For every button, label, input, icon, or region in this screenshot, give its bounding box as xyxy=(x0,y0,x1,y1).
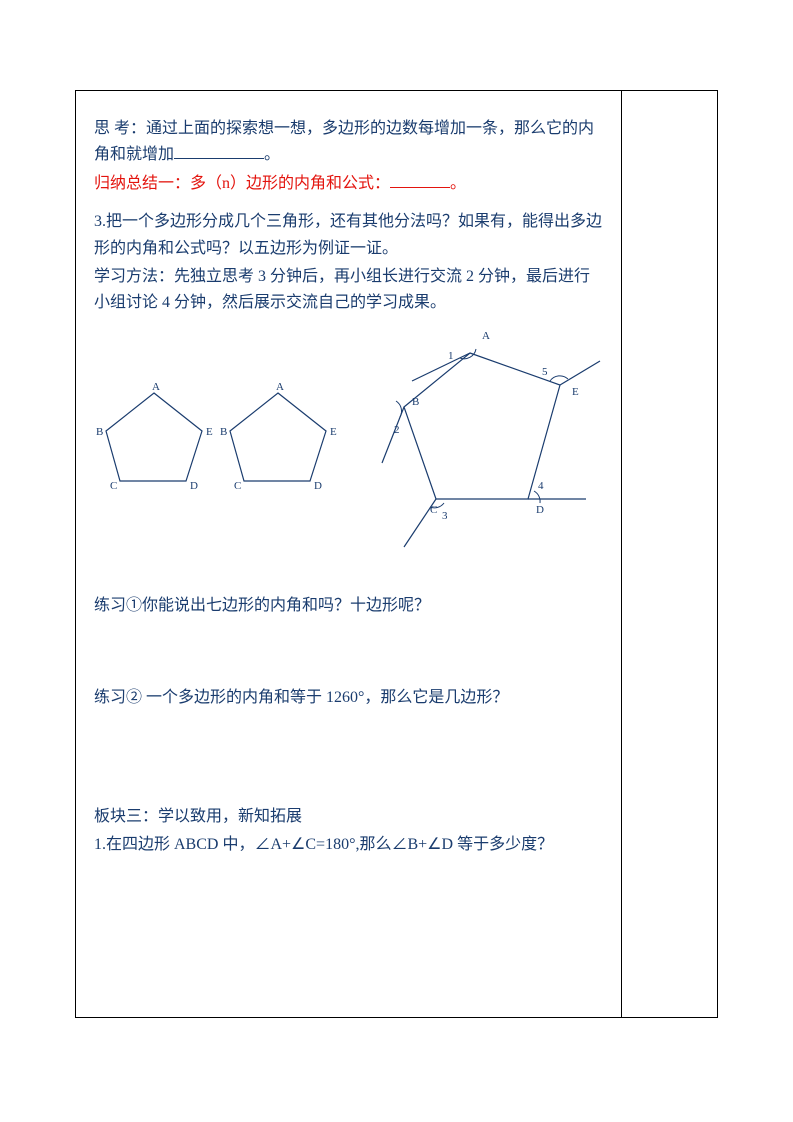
pentagon-figure-1: A E D C B xyxy=(94,383,214,493)
spacer xyxy=(94,199,603,209)
section-3-title: 板块三：学以致用，新知拓展 xyxy=(94,804,603,830)
svg-text:A: A xyxy=(276,383,284,393)
main-column: 思 考：通过上面的探索想一想，多边形的边数每增加一条，那么它的内角和就增加。 归… xyxy=(76,91,621,1017)
svg-text:5: 5 xyxy=(542,366,548,378)
svg-text:C: C xyxy=(110,480,117,492)
summary-label: 归纳总结一：多（n）边形的内角和公式： xyxy=(94,175,390,192)
figures-row: AEDCB AEDCB A1E5D4C3B2 xyxy=(94,323,603,553)
svg-text:D: D xyxy=(190,480,198,492)
think-body: 通过上面的探索想一想，多边形的边数每增加一条，那么它的内角和就增加 xyxy=(94,120,594,163)
think-paragraph: 思 考：通过上面的探索想一想，多边形的边数每增加一条，那么它的内角和就增加。 xyxy=(94,116,603,169)
svg-text:C: C xyxy=(234,480,241,492)
spacer xyxy=(94,621,603,685)
blank-1 xyxy=(174,142,264,159)
summary-line: 归纳总结一：多（n）边形的内角和公式： 。 xyxy=(94,171,603,197)
side-column xyxy=(621,91,717,1017)
exercise-1: 练习①你能说出七边形的内角和吗？十边形呢？ xyxy=(94,593,603,619)
blank-2 xyxy=(390,171,450,188)
section-3-q1: 1.在四边形 ABCD 中，∠A+∠C=180°,那么∠B+∠D 等于多少度？ xyxy=(94,832,603,858)
svg-text:B: B xyxy=(96,426,103,438)
svg-text:D: D xyxy=(314,480,322,492)
svg-text:3: 3 xyxy=(442,510,448,522)
svg-text:B: B xyxy=(220,426,227,438)
svg-text:E: E xyxy=(572,386,579,398)
svg-text:B: B xyxy=(412,396,419,408)
svg-text:C: C xyxy=(430,504,437,516)
svg-text:E: E xyxy=(206,426,213,438)
period-1: 。 xyxy=(264,146,280,163)
svg-text:D: D xyxy=(536,504,544,516)
svg-text:A: A xyxy=(482,330,490,342)
svg-text:4: 4 xyxy=(538,480,544,492)
think-label: 思 考： xyxy=(94,120,146,137)
page: 思 考：通过上面的探索想一想，多边形的边数每增加一条，那么它的内角和就增加。 归… xyxy=(0,0,793,1122)
svg-text:2: 2 xyxy=(394,424,400,436)
period-2: 。 xyxy=(450,175,466,192)
pentagon-exterior-figure: A 1 E 5 D 4 C3 B 2 xyxy=(342,323,602,553)
svg-text:E: E xyxy=(330,426,337,438)
pentagon-figure-2: A E D C B xyxy=(218,383,338,493)
content-frame: 思 考：通过上面的探索想一想，多边形的边数每增加一条，那么它的内角和就增加。 归… xyxy=(75,90,718,1018)
spacer xyxy=(94,714,603,804)
svg-text:1: 1 xyxy=(448,350,454,362)
q3-b: 学习方法：先独立思考 3 分钟后，再小组长进行交流 2 分钟，最后进行小组讨论 … xyxy=(94,264,603,317)
q3-a: 3.把一个多边形分成几个三角形，还有其他分法吗？如果有，能得出多边形的内角和公式… xyxy=(94,209,603,262)
svg-text:A: A xyxy=(152,383,160,393)
exercise-2: 练习② 一个多边形的内角和等于 1260°，那么它是几边形？ xyxy=(94,685,603,711)
spacer xyxy=(94,557,603,593)
